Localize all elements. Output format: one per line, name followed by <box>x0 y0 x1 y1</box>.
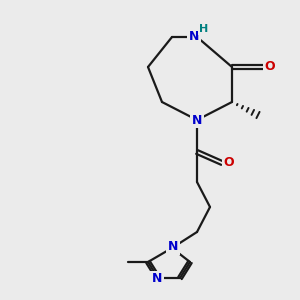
Text: O: O <box>265 61 275 74</box>
Text: N: N <box>168 241 178 254</box>
Text: O: O <box>224 157 234 169</box>
Text: N: N <box>192 113 202 127</box>
Text: N: N <box>189 31 199 44</box>
Text: N: N <box>152 272 162 286</box>
Text: H: H <box>200 24 208 34</box>
